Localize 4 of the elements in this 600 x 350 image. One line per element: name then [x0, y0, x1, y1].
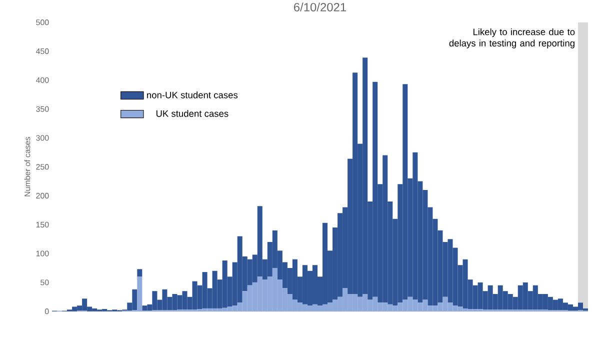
chart-title: 6/10/2021	[294, 2, 346, 12]
legend-label: non-UK student cases	[147, 92, 238, 98]
annotation: Likely to increase due to delays in testing and reporting	[449, 28, 575, 48]
legend-label: UK student cases	[156, 110, 228, 117]
